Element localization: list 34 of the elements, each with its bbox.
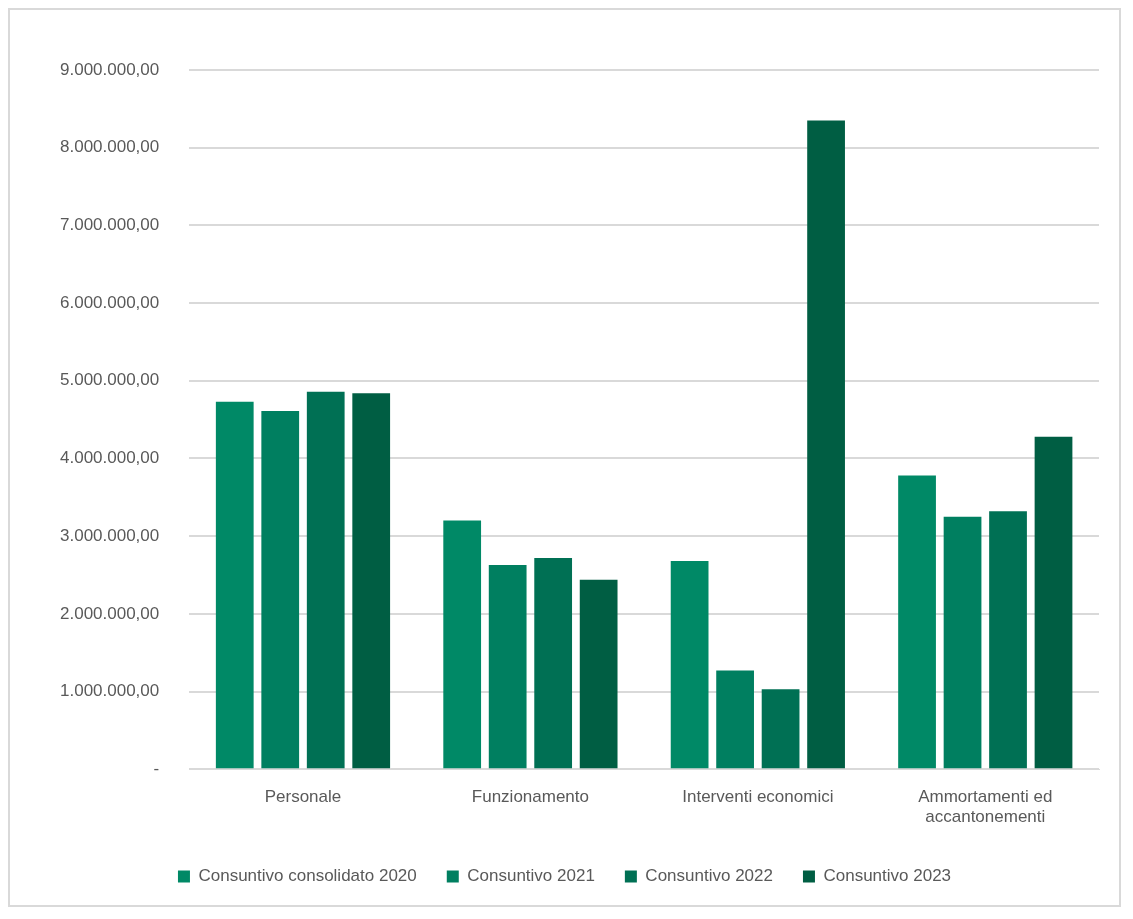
y-tick-label: 1.000.000,00 [60,681,160,701]
bar [670,560,709,769]
bar [989,511,1027,769]
bar [716,670,754,769]
y-tick-label: 7.000.000,00 [60,215,160,235]
legend-label: Consuntivo 2021 [467,866,595,886]
bar [261,411,300,769]
y-tick-label: 8.000.000,00 [60,137,160,157]
y-tick-label: 2.000.000,00 [60,603,160,623]
bar [579,579,618,769]
legend-label: Consuntivo 2022 [645,866,773,886]
bar [352,393,391,769]
bar [306,391,345,769]
y-tick-label: 4.000.000,00 [60,448,160,468]
bar [807,120,845,769]
bar [1034,436,1073,769]
bar [898,475,936,769]
y-tick-label: 5.000.000,00 [60,370,160,390]
x-tick-label: Ammortamenti ed accantonementi [918,787,1053,827]
bar [761,689,800,769]
legend-label: Consuntivo consolidato 2020 [198,866,417,886]
legend-label: Consuntivo 2023 [823,866,952,886]
bar [943,516,982,769]
y-tick-label: - [153,758,160,778]
bar [443,520,482,769]
bar [215,401,254,769]
bar [534,557,573,769]
x-tick-label: Funzionamento [471,787,590,807]
bar [488,564,527,769]
x-tick-label: Interventi economici [682,787,834,807]
y-tick-label: 9.000.000,00 [60,59,160,79]
x-tick-label: Personale [264,787,342,807]
y-tick-label: 6.000.000,00 [60,292,160,312]
y-tick-label: 3.000.000,00 [60,525,160,545]
